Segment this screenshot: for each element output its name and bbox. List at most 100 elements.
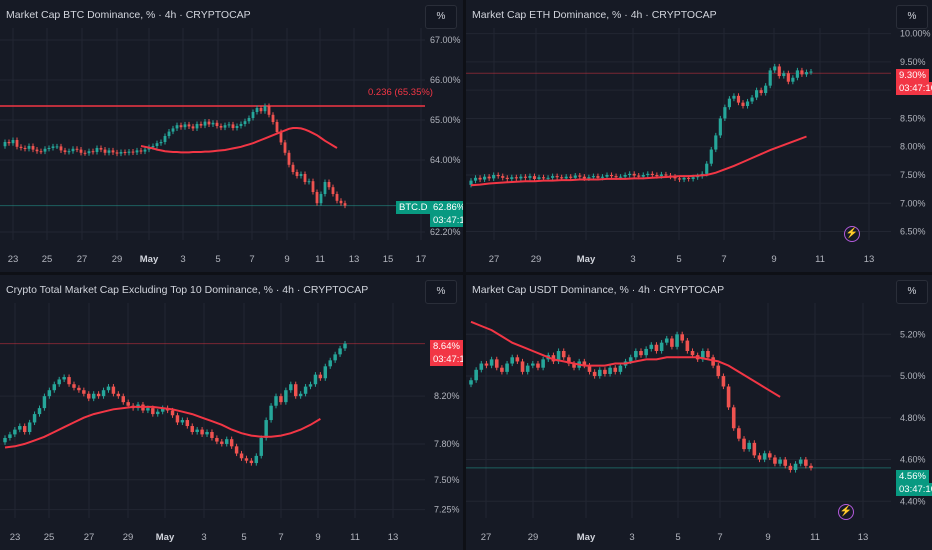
- x-tick-label: 9: [765, 532, 770, 543]
- candle-body: [11, 140, 15, 144]
- candle-body: [718, 118, 722, 136]
- candle-body: [778, 459, 782, 464]
- candle-body: [605, 174, 609, 177]
- unit-toggle-button[interactable]: %: [425, 280, 457, 304]
- y-tick-label: 9.50%: [900, 57, 926, 67]
- candle-body: [721, 376, 726, 387]
- candle-body: [156, 411, 160, 415]
- countdown-tag: 03:47:10: [430, 353, 463, 366]
- candle-body: [773, 457, 777, 464]
- candle-body: [655, 174, 659, 177]
- candle-body: [313, 374, 318, 385]
- candle-body: [121, 396, 125, 403]
- x-tick-label: 5: [241, 532, 246, 543]
- candle-body: [91, 151, 95, 153]
- candle-body: [143, 149, 147, 152]
- candle-body: [195, 429, 199, 432]
- panel-divider-horizontal[interactable]: [0, 272, 932, 275]
- candle-body: [510, 357, 515, 364]
- candle-body: [791, 77, 795, 82]
- candle-body: [479, 363, 484, 370]
- candle-body: [328, 360, 332, 367]
- moving-average-line: [470, 320, 781, 398]
- candle-body: [239, 453, 244, 459]
- candle-body: [115, 152, 119, 154]
- candle-body: [555, 176, 559, 178]
- candle-body: [207, 121, 211, 125]
- candle-body: [505, 363, 509, 372]
- x-tick-label: 23: [10, 532, 21, 543]
- chart-svg-eth[interactable]: 10.00%9.50%9.00%8.50%8.00%7.50%7.00%6.50…: [466, 0, 932, 272]
- countdown-tag: 03:47:11: [430, 214, 463, 227]
- unit-toggle-button[interactable]: %: [896, 5, 928, 29]
- candle-body: [263, 106, 267, 112]
- candle-body: [83, 152, 87, 154]
- candle-body: [632, 173, 636, 176]
- candle-body: [264, 420, 268, 438]
- chart-svg-total[interactable]: 8.20% 7.80% 7.50% 7.25% 23 25 27 29 May 3 5 7 9 11 13: [0, 275, 463, 550]
- candle-body: [618, 365, 623, 372]
- candle-body: [613, 367, 618, 372]
- chart-panel-usdt[interactable]: 5.20% 5.00% 4.80% 4.60% 4.40% 27 29 May 3 5 7 9 11 13…: [466, 275, 932, 550]
- candle-body: [745, 101, 750, 107]
- candle-body: [31, 146, 35, 150]
- candle-body: [731, 407, 736, 429]
- candle-body: [227, 124, 231, 126]
- moving-average-line: [470, 135, 807, 187]
- candle-body: [597, 369, 602, 377]
- candle-body: [175, 125, 179, 129]
- lightning-icon[interactable]: ⚡: [844, 226, 860, 242]
- chart-svg-btc[interactable]: 67.00% 66.00% 65.00% 64.00% 62.20% 23 25 27 29 Ma…: [0, 0, 463, 272]
- candle-body: [587, 365, 592, 372]
- candle-body: [804, 72, 809, 75]
- countdown-tag: 03:47:10: [896, 483, 932, 496]
- x-tick-label: 17: [416, 254, 427, 265]
- candle-body: [249, 460, 254, 464]
- y-tick-label: 8.50%: [900, 113, 926, 123]
- candle-body: [654, 344, 659, 352]
- candle-body: [7, 142, 11, 144]
- candle-body: [291, 164, 295, 172]
- unit-toggle-button[interactable]: %: [425, 5, 457, 29]
- candle-body: [541, 359, 545, 368]
- candle-body: [279, 132, 283, 143]
- candle-body: [8, 434, 12, 438]
- candle-body: [608, 367, 612, 374]
- candle-body: [564, 176, 568, 179]
- candle-body: [573, 175, 577, 178]
- panel-divider-vertical[interactable]: [463, 0, 466, 550]
- x-tick-label: 7: [721, 254, 726, 265]
- candle-body: [47, 148, 51, 149]
- candle-body: [195, 124, 199, 129]
- candle-body: [560, 177, 564, 179]
- candle-body: [682, 177, 686, 180]
- candle-body: [515, 357, 520, 362]
- candle-body: [551, 355, 556, 362]
- candle-body: [473, 177, 478, 181]
- candle-body: [809, 465, 813, 468]
- candle-body: [287, 152, 291, 165]
- candle-body: [170, 410, 175, 416]
- candle-body: [215, 122, 219, 126]
- chart-panel-btc[interactable]: 67.00% 66.00% 65.00% 64.00% 62.20% 23 25 27 29 Ma…: [0, 0, 463, 272]
- candle-body: [75, 148, 79, 150]
- lightning-icon[interactable]: ⚡: [838, 504, 854, 520]
- y-tick-label: 4.80%: [900, 413, 926, 423]
- candle-body: [275, 122, 279, 132]
- x-tick-label: 29: [531, 254, 542, 265]
- unit-toggle-button[interactable]: %: [896, 280, 928, 304]
- candle-body: [96, 393, 101, 397]
- y-tick-label: 66.00%: [430, 75, 461, 85]
- x-tick-label: May: [577, 532, 596, 543]
- candle-body: [323, 182, 327, 194]
- chart-svg-usdt[interactable]: 5.20% 5.00% 4.80% 4.60% 4.40% 27 29 May 3 5 7 9 11 13: [466, 275, 932, 550]
- candle-body: [167, 131, 171, 136]
- candle-body: [318, 374, 323, 379]
- candle-body: [782, 73, 786, 77]
- chart-panel-eth[interactable]: 10.00%9.50%9.00%8.50%8.00%7.50%7.00%6.50…: [466, 0, 932, 272]
- candle-body: [649, 344, 654, 349]
- candle-body: [623, 174, 627, 177]
- hline-label: 0.236 (65.35%): [368, 87, 433, 98]
- x-tick-label: 23: [8, 254, 19, 265]
- chart-panel-total[interactable]: 8.20% 7.80% 7.50% 7.25% 23 25 27 29 May 3 5 7 9 11 13 …: [0, 275, 463, 550]
